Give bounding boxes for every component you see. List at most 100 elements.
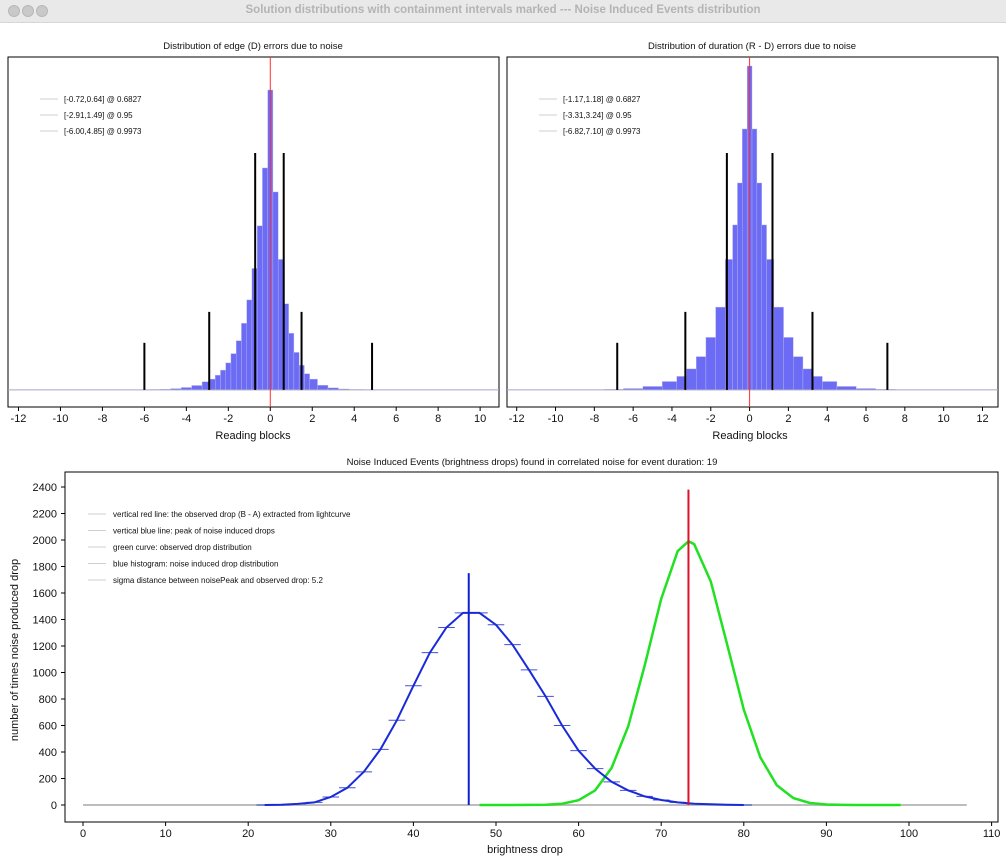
x-tick-label: 4 [351,413,357,425]
x-tick-label: -6 [139,413,149,425]
x-tick-label: 0 [267,413,273,425]
histogram-bar [209,378,216,391]
legend-entry: green curve: observed drop distribution [113,543,252,552]
histogram-bar [272,191,279,391]
x-tick-label: 10 [474,413,486,425]
x-tick-label: -8 [589,413,599,425]
x-tick-label: 8 [902,413,908,425]
histogram-bar [715,306,726,391]
x-tick-label: 60 [572,828,584,840]
histogram-bar [191,385,203,391]
duration-error-plot: Distribution of duration (R - D) errors … [506,41,999,442]
x-tick-label: 20 [242,828,254,840]
histogram-bar [773,306,784,391]
histogram-bar [642,386,663,391]
x-tick-label: -12 [509,413,525,425]
legend-entry: [-2.91,1.49] @ 0.95 [64,111,133,120]
x-tick-label: 2 [309,413,315,425]
histogram-bar [241,323,247,391]
x-tick-label: 80 [738,828,750,840]
histogram-bar [256,225,263,391]
legend-entry: [-0.72,0.64] @ 0.6827 [64,95,142,104]
y-tick-label: 600 [39,721,57,733]
histogram-bar [317,385,329,391]
close-window-button[interactable] [8,5,20,17]
x-tick-label: -2 [706,413,716,425]
x-tick-label: 90 [820,828,832,840]
histogram-bar [802,368,813,391]
histogram-bar [262,167,268,391]
x-tick-label: 0 [80,828,86,840]
legend-entry: [-6.00,4.85] @ 0.9973 [64,127,142,136]
x-tick-label: -12 [11,413,27,425]
histogram-bar [742,128,748,391]
histogram-bar [705,337,716,391]
histogram-bar [309,378,318,391]
x-tick-label: -8 [98,413,108,425]
x-tick-label: 2 [785,413,791,425]
y-tick-label: 1000 [33,668,57,680]
x-tick-label: 0 [747,413,753,425]
x-tick-label: 50 [490,828,502,840]
histogram-bar [662,381,678,391]
x-tick-label: 8 [435,413,441,425]
y-axis-label: number of times noise produced drop [9,559,21,741]
x-axis-label: Reading blocks [215,430,291,442]
histogram-bar [756,182,762,391]
y-tick-label: 2000 [33,535,57,547]
histogram-bar [783,337,794,391]
legend-entry: [-1.17,1.18] @ 0.6827 [563,95,641,104]
legend-entry: sigma distance between noisePeak and obs… [113,576,323,585]
x-tick-label: 40 [407,828,419,840]
x-tick-label: -6 [628,413,638,425]
charts-canvas: Distribution of edge (D) errors due to n… [7,41,1000,856]
histogram-bar [220,369,226,391]
minimize-window-button[interactable] [22,5,34,17]
noise-events-plot: Noise Induced Events (brightness drops) … [9,457,1000,856]
y-tick-label: 1200 [33,641,57,653]
x-tick-label: 10 [938,413,950,425]
legend-entry: [-3.31,3.24] @ 0.95 [563,111,632,120]
legend-entry: blue histogram: noise induced drop distr… [113,560,278,569]
histogram-bar [246,299,253,391]
histogram-bar [686,368,697,391]
y-tick-label: 200 [39,774,57,786]
x-axis-label: brightness drop [487,844,563,856]
plot-title: Noise Induced Events (brightness drops) … [347,457,718,468]
edge-error-plot: Distribution of edge (D) errors due to n… [7,41,500,442]
histogram-bar [293,352,300,391]
x-tick-label: 110 [983,828,1001,840]
window-titlebar: Solution distributions with containment … [0,0,1006,23]
x-tick-label: 6 [863,413,869,425]
legend-entry: vertical red line: the observed drop (B … [113,510,351,519]
histogram-bar [793,356,804,391]
histogram-bar [235,340,242,391]
y-tick-label: 800 [39,694,57,706]
x-axis-label: Reading blocks [712,430,788,442]
histogram-bar [230,353,237,391]
legend-entry: [-6.82,7.10] @ 0.9973 [563,127,641,136]
histogram-bar [751,128,758,391]
zoom-window-button[interactable] [36,5,48,17]
x-tick-label: 6 [393,413,399,425]
histogram-bar [696,356,707,391]
histogram-bar [812,376,823,391]
y-tick-label: 1400 [33,615,57,627]
histogram-bar [732,224,738,391]
y-tick-label: 2200 [33,509,57,521]
histogram-bar [737,182,743,391]
plot-frame [64,471,999,823]
histogram-bar [215,375,221,391]
x-tick-label: -4 [181,413,191,425]
x-tick-label: -10 [548,413,564,425]
x-tick-label: 30 [325,828,337,840]
x-tick-label: 100 [900,828,918,840]
noise-drop-curve [264,611,744,806]
x-tick-label: 12 [976,413,988,425]
plot-title: Distribution of edge (D) errors due to n… [163,41,343,52]
y-tick-label: 0 [51,800,57,812]
histogram-bar [822,381,838,391]
y-tick-label: 2400 [33,482,57,494]
x-tick-label: -4 [667,413,677,425]
histogram-bar [225,362,232,391]
